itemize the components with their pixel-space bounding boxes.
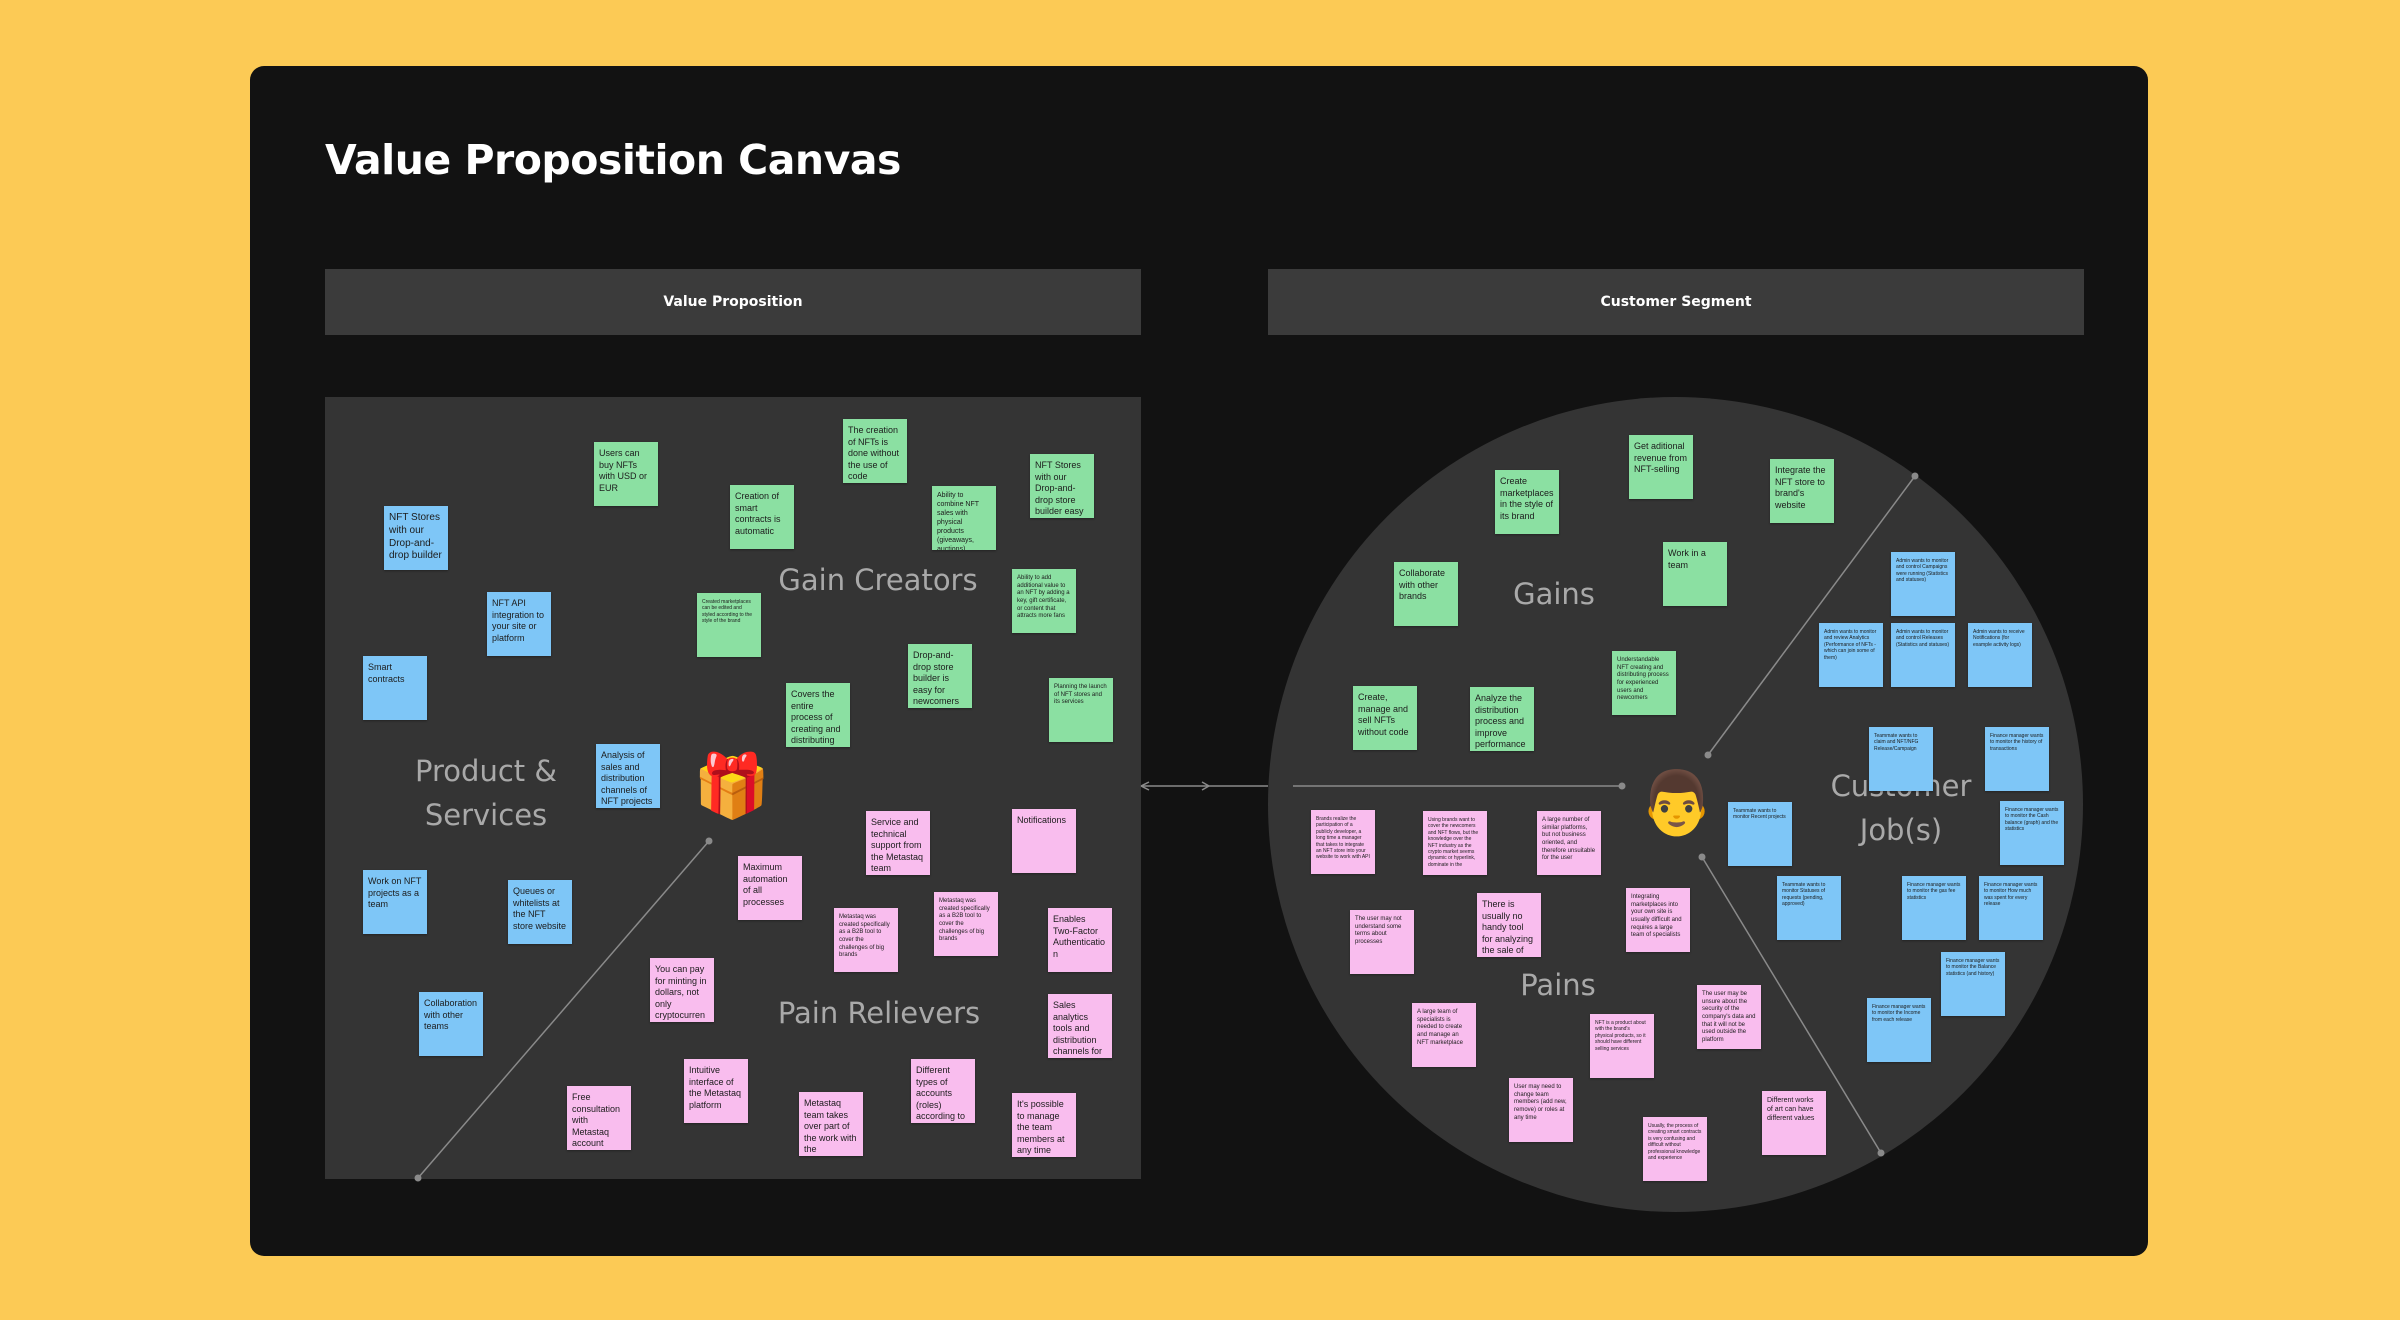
zone-label-product-services: Product & Services — [415, 754, 557, 832]
sticky-note[interactable]: Service and technical support from the M… — [866, 811, 930, 875]
sticky-note[interactable]: NFT Stores with our Drop-and-drop builde… — [384, 506, 448, 570]
zone-label-pain-relievers: Pain Relievers — [777, 996, 981, 1030]
sticky-note[interactable]: Create marketplaces in the style of its … — [1495, 470, 1559, 534]
gift-icon: 🎁 — [693, 752, 771, 821]
sticky-note[interactable]: Metastaq was created specifically as a B… — [934, 892, 998, 956]
sticky-note[interactable]: Usually, the process of creating smart c… — [1643, 1117, 1707, 1181]
sticky-note[interactable]: Ability to add additional value to an NF… — [1012, 569, 1076, 633]
zone-label-gains: Gains — [1513, 577, 1595, 611]
sticky-note[interactable]: A large team of specialists is needed to… — [1412, 1003, 1476, 1067]
sticky-note[interactable]: Smart contracts — [363, 656, 427, 720]
sticky-note[interactable]: Ability to combine NFT sales with physic… — [932, 486, 996, 550]
sticky-note[interactable]: Metastaq was created specifically as a B… — [834, 908, 898, 972]
sticky-note[interactable]: Get aditional revenue from NFT-selling — [1629, 435, 1693, 499]
sticky-note[interactable]: Teammate wants to monitor Recent project… — [1728, 802, 1792, 866]
customer-segment-circle — [1268, 397, 2083, 1212]
zone-label-gain-creators: Gain Creators — [778, 563, 978, 597]
sticky-note[interactable]: Metastaq team takes over part of the wor… — [799, 1092, 863, 1156]
sticky-note[interactable]: Understandable NFT creating and distribu… — [1612, 651, 1676, 715]
sticky-note[interactable]: Using brands want to cover the newcomers… — [1423, 811, 1487, 875]
sticky-note[interactable]: Sales analytics tools and distribution c… — [1048, 994, 1112, 1058]
sticky-note[interactable]: Analysis of sales and distribution chann… — [596, 744, 660, 808]
sticky-note[interactable]: Notifications — [1012, 809, 1076, 873]
sticky-note[interactable]: Finance manager wants to monitor the his… — [1985, 727, 2049, 791]
page-title: Value Proposition Canvas — [325, 136, 901, 184]
canvas-board: Value Proposition Canvas Value Propositi… — [250, 66, 2148, 1256]
sticky-note[interactable]: Created marketplaces can be edited and s… — [697, 593, 761, 657]
sticky-note[interactable]: Finance manager wants to monitor the gas… — [1902, 876, 1966, 940]
sticky-note[interactable]: The user may be unsure about the securit… — [1697, 985, 1761, 1049]
customer-segment-header: Customer Segment — [1268, 269, 2084, 335]
sticky-note[interactable]: Finance manager wants to monitor the Bal… — [1941, 952, 2005, 1016]
sticky-note[interactable]: Drop-and-drop store builder is easy for … — [908, 644, 972, 708]
sticky-note[interactable]: Teammate wants to claim and NFT/NFG Rele… — [1869, 727, 1933, 791]
sticky-note[interactable]: Integrate the NFT store to brand's websi… — [1770, 459, 1834, 523]
sticky-note[interactable]: Analyze the distribution process and imp… — [1470, 687, 1534, 751]
sticky-note[interactable]: Queues or whitelists at the NFT store we… — [508, 880, 572, 944]
sticky-note[interactable]: Integrating marketplaces into your own s… — [1626, 888, 1690, 952]
connector-arrow-head — [1140, 781, 1210, 791]
sticky-note[interactable]: Maximum automation of all processes — [738, 856, 802, 920]
sticky-note[interactable]: Collaboration with other teams — [419, 992, 483, 1056]
sticky-note[interactable]: NFT API integration to your site or plat… — [487, 592, 551, 656]
sticky-note[interactable]: Admin wants to monitor and review Analyt… — [1819, 623, 1883, 687]
sticky-note[interactable]: NFT is a product about with the brand's … — [1590, 1014, 1654, 1078]
sticky-note[interactable]: Different types of accounts (roles) acco… — [911, 1059, 975, 1123]
sticky-note[interactable]: Collaborate with other brands — [1394, 562, 1458, 626]
sticky-note[interactable]: There is usually no handy tool for analy… — [1477, 893, 1541, 957]
sticky-note[interactable]: Work on NFT projects as a team — [363, 870, 427, 934]
sticky-note[interactable]: Different works of art can have differen… — [1762, 1091, 1826, 1155]
sticky-note[interactable]: User may need to change team members (ad… — [1509, 1078, 1573, 1142]
person-icon: 👨 — [1638, 769, 1716, 838]
sticky-note[interactable]: Finance manager wants to monitor How muc… — [1979, 876, 2043, 940]
sticky-note[interactable]: Admin wants to monitor and control Relea… — [1891, 623, 1955, 687]
sticky-note[interactable]: It's possible to manage the team members… — [1012, 1093, 1076, 1157]
zone-label-pains: Pains — [1520, 968, 1596, 1002]
sticky-note[interactable]: Finance manager wants to monitor the Cas… — [2000, 801, 2064, 865]
sticky-note[interactable]: NFT Stores with our Drop-and-drop store … — [1030, 454, 1094, 518]
sticky-note[interactable]: A large number of similar platforms, but… — [1537, 811, 1601, 875]
sticky-note[interactable]: Creation of smart contracts is automatic — [730, 485, 794, 549]
sticky-note[interactable]: The creation of NFTs is done without the… — [843, 419, 907, 483]
sticky-note[interactable]: Finance manager wants to monitor the Inc… — [1867, 998, 1931, 1062]
sticky-note[interactable]: You can pay for minting in dollars, not … — [650, 958, 714, 1022]
sticky-note[interactable]: The user may not understand some terms a… — [1350, 910, 1414, 974]
value-proposition-header: Value Proposition — [325, 269, 1141, 335]
sticky-note[interactable]: Admin wants to receive Notifications (fo… — [1968, 623, 2032, 687]
sticky-note[interactable]: Teammate wants to monitor Statuses of re… — [1777, 876, 1841, 940]
sticky-note[interactable]: Admin wants to monitor and control Campa… — [1891, 552, 1955, 616]
sticky-note[interactable]: Work in a team — [1663, 542, 1727, 606]
sticky-note[interactable]: Users can buy NFTs with USD or EUR — [594, 442, 658, 506]
sticky-note[interactable]: Intuitive interface of the Metastaq plat… — [684, 1059, 748, 1123]
sticky-note[interactable]: Create, manage and sell NFTs without cod… — [1353, 686, 1417, 750]
sticky-note[interactable]: Planning the launch of NFT stores and it… — [1049, 678, 1113, 742]
sticky-note[interactable]: Brands realize the participation of a pu… — [1311, 810, 1375, 874]
sticky-note[interactable]: Covers the entire process of creating an… — [786, 683, 850, 747]
sticky-note[interactable]: Enables Two-Factor Authentication — [1048, 908, 1112, 972]
sticky-note[interactable]: Free consultation with Metastaq account … — [567, 1086, 631, 1150]
